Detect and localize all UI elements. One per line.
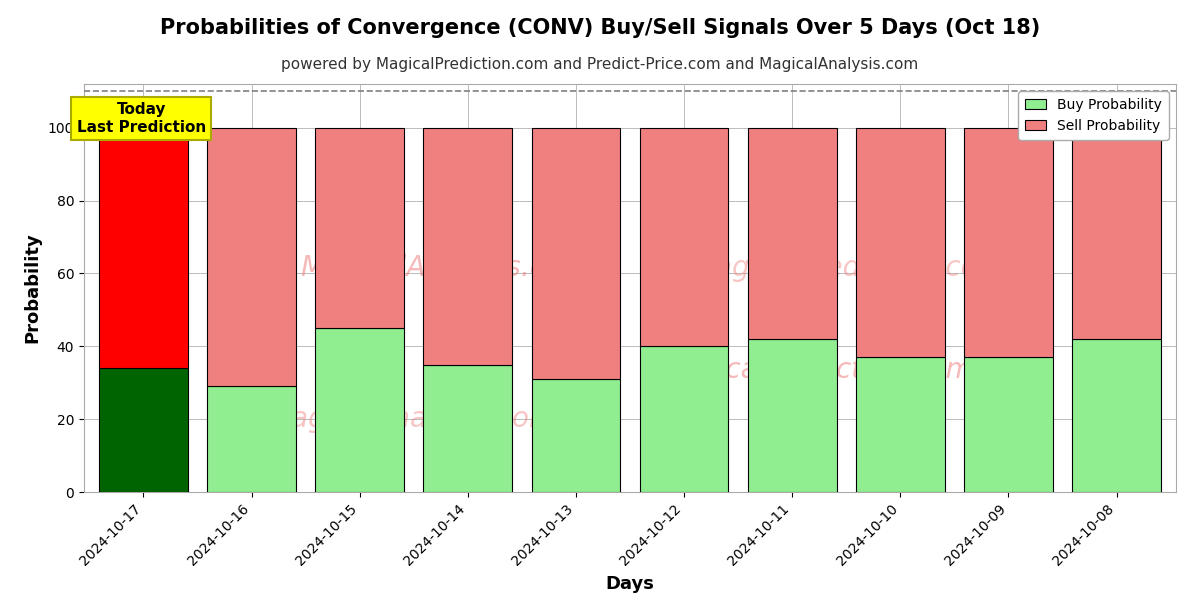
Text: Probabilities of Convergence (CONV) Buy/Sell Signals Over 5 Days (Oct 18): Probabilities of Convergence (CONV) Buy/… [160,18,1040,38]
Bar [640,128,728,346]
Bar [100,368,187,492]
Bar [964,357,1052,492]
Bar [532,379,620,492]
Bar [640,346,728,492]
Bar [748,339,836,492]
Bar [208,386,296,492]
Text: MagicalPrediction.com: MagicalPrediction.com [659,356,972,383]
Bar [316,328,404,492]
Bar [856,128,944,357]
Bar [532,128,620,379]
Text: MagicalAnalysis.com: MagicalAnalysis.com [268,404,556,433]
Text: MagicalPrediction.com: MagicalPrediction.com [691,254,1006,281]
Bar [208,128,296,386]
Y-axis label: Probability: Probability [23,233,41,343]
Bar [316,128,404,328]
Legend: Buy Probability, Sell Probability: Buy Probability, Sell Probability [1019,91,1169,140]
Bar [748,128,836,339]
Text: MagicalAnalysis.com: MagicalAnalysis.com [300,254,589,281]
Bar [964,128,1052,357]
Bar [424,364,512,492]
Bar [100,128,187,368]
Bar [1073,128,1160,339]
X-axis label: Days: Days [606,575,654,593]
Bar [424,128,512,364]
Bar [1073,339,1160,492]
Text: powered by MagicalPrediction.com and Predict-Price.com and MagicalAnalysis.com: powered by MagicalPrediction.com and Pre… [281,57,919,72]
Text: Today
Last Prediction: Today Last Prediction [77,102,206,134]
Bar [856,357,944,492]
